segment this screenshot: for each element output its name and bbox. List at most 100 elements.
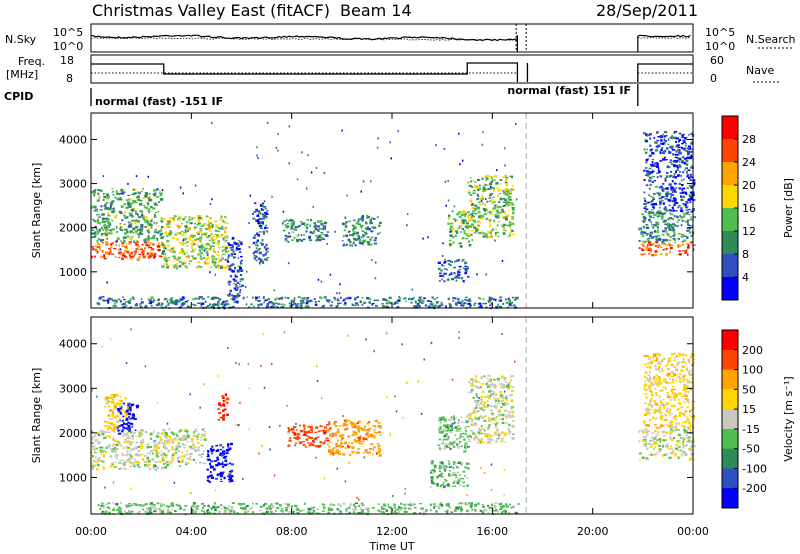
echo-cell xyxy=(166,434,169,437)
echo-cell xyxy=(379,426,383,429)
echo-cell xyxy=(686,150,689,152)
echo-cell xyxy=(676,225,678,227)
echo-cell xyxy=(229,471,232,473)
echo-cell xyxy=(501,385,505,388)
echo-cell xyxy=(511,416,515,418)
echo-cell xyxy=(442,430,445,433)
echo-cell xyxy=(288,232,291,234)
echo-cell xyxy=(645,240,648,243)
echo-cell xyxy=(129,256,133,258)
echo-cell xyxy=(511,203,515,206)
echo-cell xyxy=(135,435,138,437)
echo-cell xyxy=(648,133,652,136)
echo-cell xyxy=(670,186,674,189)
echo-cell xyxy=(489,230,493,233)
echo-cell xyxy=(503,217,506,219)
echo-cell xyxy=(511,389,514,393)
echo-cell xyxy=(137,213,140,216)
echo-cell xyxy=(170,247,173,250)
echo-cell xyxy=(293,302,297,305)
echo-cell xyxy=(103,224,106,227)
echo-cell xyxy=(129,461,133,464)
echo-cell xyxy=(646,233,650,235)
echo-cell xyxy=(471,185,473,188)
echo-cell xyxy=(443,418,447,422)
echo-cell xyxy=(102,467,106,470)
echo-cell xyxy=(447,217,450,220)
echo-cell xyxy=(227,443,230,446)
echo-cell xyxy=(272,512,275,514)
echo-cell xyxy=(641,220,644,222)
echo-cell xyxy=(137,445,141,448)
echo-cell xyxy=(245,303,248,306)
echo-cell xyxy=(101,213,105,216)
echo-cell xyxy=(187,462,190,464)
echo-cell xyxy=(662,189,665,192)
echo-cell xyxy=(156,431,160,434)
echo-cell xyxy=(466,476,469,479)
echo-cell xyxy=(168,256,171,259)
echo-cell xyxy=(681,219,684,222)
echo-cell xyxy=(96,214,100,216)
echo-cell xyxy=(262,232,266,235)
echo-cell xyxy=(452,422,454,424)
echo-cell xyxy=(678,158,682,161)
echo-cell xyxy=(161,265,164,268)
echo-cell xyxy=(332,448,335,451)
echo-cell xyxy=(446,260,450,262)
echo-cell xyxy=(666,191,670,194)
echo-cell xyxy=(197,302,200,304)
echo-cell xyxy=(239,262,243,265)
echo-cell xyxy=(148,463,151,466)
echo-cell xyxy=(165,225,169,227)
echo-cell xyxy=(134,503,138,506)
echo-cell xyxy=(317,445,320,447)
frequency-trace xyxy=(91,62,693,82)
echo-cell xyxy=(363,301,366,304)
echo-cell xyxy=(112,423,116,426)
echo-cell xyxy=(182,192,184,195)
echo-cell xyxy=(670,244,674,247)
echo-cell xyxy=(480,305,483,308)
echo-cell xyxy=(372,226,376,229)
echo-cell xyxy=(135,248,138,251)
echo-cell xyxy=(490,230,494,232)
echo-cell xyxy=(668,228,672,231)
echo-cell xyxy=(489,232,492,235)
echo-cell xyxy=(314,300,317,303)
echo-cell xyxy=(667,448,671,450)
echo-cell xyxy=(286,235,290,238)
echo-cell xyxy=(176,224,180,227)
echo-cell xyxy=(130,431,133,434)
echo-cell xyxy=(462,432,464,435)
echo-cell xyxy=(510,175,513,179)
echo-cell xyxy=(257,221,261,225)
echo-cell xyxy=(690,196,693,199)
echo-cell xyxy=(203,223,207,226)
echo-cell xyxy=(198,296,202,299)
echo-cell xyxy=(123,423,128,425)
echo-cell xyxy=(446,268,448,271)
echo-cell xyxy=(314,437,318,440)
echo-cell xyxy=(343,298,346,301)
echo-cell xyxy=(431,302,434,305)
echo-cell xyxy=(131,208,135,211)
echo-cell xyxy=(259,242,262,244)
echo-cell xyxy=(262,504,265,507)
echo-cell xyxy=(479,406,482,409)
echo-cell xyxy=(681,160,685,162)
echo-cell xyxy=(460,445,463,447)
echo-cell xyxy=(667,225,669,228)
echo-cell xyxy=(497,201,501,203)
echo-cell xyxy=(265,299,268,302)
echo-cell xyxy=(430,486,433,488)
echo-cell xyxy=(129,203,133,206)
echo-cell xyxy=(450,427,454,430)
echo-cell xyxy=(443,280,446,283)
echo-cell xyxy=(125,453,128,457)
echo-cell xyxy=(642,215,646,219)
echo-cell xyxy=(499,192,502,195)
echo-cell xyxy=(443,262,446,264)
echo-cell xyxy=(224,463,227,467)
echo-cell xyxy=(351,228,354,232)
